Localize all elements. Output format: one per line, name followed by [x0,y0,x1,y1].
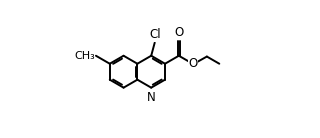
Text: O: O [188,57,197,70]
Text: O: O [174,26,183,39]
Text: Cl: Cl [149,28,161,41]
Text: CH₃: CH₃ [75,51,95,61]
Text: N: N [147,91,156,104]
